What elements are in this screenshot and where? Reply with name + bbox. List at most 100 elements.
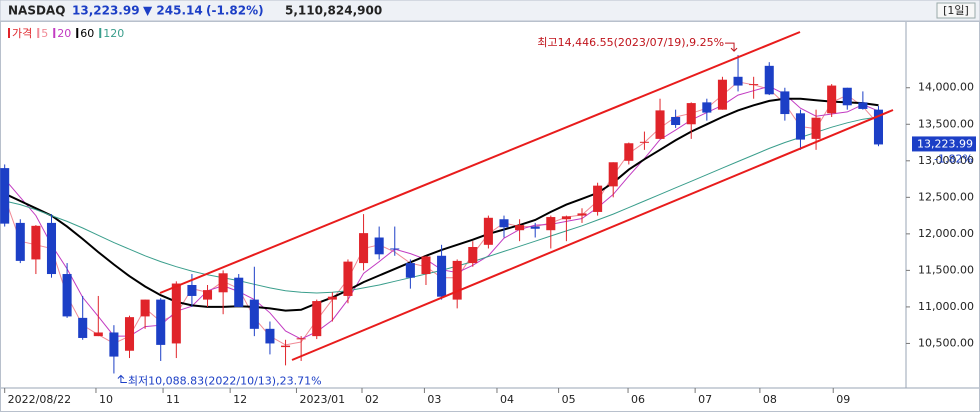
x-tick-label: 05 — [562, 393, 576, 406]
candle-body — [46, 222, 57, 275]
candle-body — [483, 217, 493, 245]
candle-body — [811, 117, 821, 139]
high-arrow — [725, 42, 738, 52]
candle-body — [561, 216, 571, 220]
candle-body — [639, 141, 649, 143]
low-annotation: 최저10,088.83(2022/10/13),23.71% — [128, 374, 322, 387]
x-tick-label: 10 — [99, 393, 113, 406]
x-tick-label: 03 — [427, 393, 441, 406]
candle-body — [171, 283, 181, 344]
y-tick-label: 12,000.00 — [918, 227, 974, 240]
candle-body — [327, 296, 337, 300]
candle-body — [795, 113, 805, 140]
candle-body — [655, 110, 665, 139]
candle-body — [31, 225, 41, 260]
candle-body — [109, 332, 119, 357]
candle-body — [312, 301, 322, 337]
y-tick-label: 13,500.00 — [918, 117, 974, 130]
candle-body — [717, 79, 727, 110]
candle-body — [249, 299, 259, 329]
x-tick-label: 02 — [365, 393, 379, 406]
candle-body — [296, 338, 306, 340]
price: 13,223.99 — [72, 4, 140, 18]
y-tick-label: 13,000.00 — [918, 154, 974, 167]
candle-body — [156, 299, 166, 345]
x-tick-label: 06 — [631, 393, 645, 406]
candle-body — [93, 332, 103, 337]
candle-body — [234, 277, 244, 307]
y-tick-label: 11,500.00 — [918, 263, 974, 276]
volume: 5,110,824,900 — [285, 4, 382, 18]
last-price-box — [912, 136, 976, 152]
candle-body — [842, 87, 852, 106]
candle-body — [437, 255, 447, 297]
symbol: NASDAQ — [8, 4, 65, 18]
candle-body — [78, 317, 88, 338]
candle-body — [140, 299, 150, 317]
high-annotation: 최고14,446.55(2023/07/19),9.25% — [537, 36, 724, 49]
candle-body — [468, 247, 478, 264]
candle-body — [281, 345, 291, 348]
candle-body — [608, 162, 618, 187]
candle-body — [187, 284, 197, 296]
candle-body — [593, 185, 603, 212]
trend-line-lower — [291, 109, 894, 361]
change-pct: (-1.82%) — [206, 4, 264, 18]
legend-label: 120 — [103, 27, 124, 40]
legend-label: 5 — [41, 27, 48, 40]
last-change-label: -1.82% — [934, 152, 973, 165]
candle-body — [780, 91, 790, 115]
candle-body — [499, 219, 509, 228]
legend-label: 60 — [80, 27, 94, 40]
legend-swatch — [8, 28, 10, 38]
candle-body — [515, 225, 525, 231]
x-tick-label: 12 — [233, 393, 247, 406]
y-tick-label: 11,000.00 — [918, 300, 974, 313]
candle-body — [827, 85, 837, 114]
candle-body — [390, 248, 400, 250]
x-tick-label: 09 — [836, 393, 850, 406]
candle-body — [577, 213, 587, 216]
candle-body — [359, 233, 369, 264]
legend: 가격 5 20 60 120 — [8, 27, 124, 40]
candle-body — [546, 217, 556, 231]
period-label[interactable]: [1일] — [943, 3, 969, 17]
low-arrow — [117, 374, 127, 383]
last-price-label: 13,223.99 — [917, 137, 973, 150]
x-tick-label: 11 — [166, 393, 180, 406]
y-tick-label: 10,500.00 — [918, 336, 974, 349]
x-tick-label: 04 — [500, 393, 514, 406]
candle-body — [218, 273, 228, 293]
candle-body — [15, 222, 25, 261]
candle-body — [624, 143, 634, 161]
candle-body — [749, 84, 759, 86]
plot-area: 최고14,446.55(2023/07/19),9.25% 최저10,088.83… — [0, 36, 883, 387]
candle-body — [0, 168, 10, 224]
legend-swatch — [99, 28, 102, 38]
candle-body — [733, 76, 743, 86]
candle-body — [265, 328, 275, 344]
y-tick-label: 12,500.00 — [918, 190, 974, 203]
candle-body — [343, 261, 353, 296]
candle-body — [203, 290, 213, 300]
candle-body — [702, 102, 712, 113]
legend-swatch — [37, 28, 40, 38]
candle-body — [671, 116, 681, 126]
candle-body — [124, 317, 135, 351]
trend-line-upper — [159, 31, 801, 294]
x-tick-label: 2022/08/22 — [8, 393, 71, 406]
x-tick-label: 08 — [763, 393, 777, 406]
period-button[interactable] — [936, 2, 976, 19]
candle-body — [530, 226, 540, 229]
candle-body — [452, 260, 462, 300]
change: ▼ 245.14 — [143, 4, 203, 18]
candle-body — [873, 109, 883, 145]
x-tick-label: 2023/01 — [299, 393, 345, 406]
y-tick-label: 14,000.00 — [918, 81, 974, 94]
candle-body — [764, 65, 774, 95]
legend-label: 20 — [57, 27, 71, 40]
legend-label: 가격 — [12, 27, 32, 40]
candle-body — [858, 102, 868, 109]
